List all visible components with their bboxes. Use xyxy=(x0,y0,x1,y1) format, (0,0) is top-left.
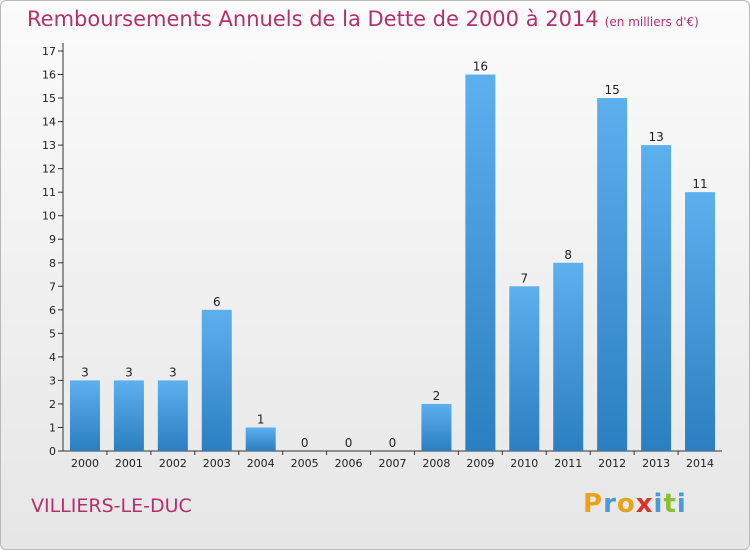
y-tick-label: 3 xyxy=(49,374,56,387)
x-tick-label: 2011 xyxy=(554,457,582,470)
value-label: 6 xyxy=(213,295,221,309)
value-label: 3 xyxy=(169,365,177,379)
y-tick-label: 15 xyxy=(42,92,56,105)
x-tick-label: 2002 xyxy=(159,457,187,470)
bar xyxy=(553,262,584,451)
x-tick-label: 2010 xyxy=(510,457,538,470)
logo-letter: P xyxy=(583,489,604,519)
y-tick-label: 9 xyxy=(49,233,56,246)
value-label: 3 xyxy=(81,365,89,379)
y-tick-label: 11 xyxy=(42,186,56,199)
x-tick-label: 2000 xyxy=(71,457,99,470)
y-tick-label: 14 xyxy=(42,116,56,129)
x-tick-label: 2003 xyxy=(203,457,231,470)
x-tick-label: 2001 xyxy=(115,457,143,470)
x-tick-label: 2004 xyxy=(247,457,275,470)
y-tick-label: 12 xyxy=(42,163,56,176)
value-label: 7 xyxy=(520,271,528,285)
x-tick-label: 2005 xyxy=(291,457,319,470)
x-tick-label: 2012 xyxy=(598,457,626,470)
x-tick-label: 2007 xyxy=(379,457,407,470)
value-label: 13 xyxy=(648,130,663,144)
chart-title-text: Remboursements Annuels de la Dette de 20… xyxy=(27,7,599,31)
y-tick-label: 0 xyxy=(49,445,56,458)
logo-letter: i xyxy=(653,489,664,519)
y-tick-label: 5 xyxy=(49,327,56,340)
value-label: 1 xyxy=(257,412,265,426)
y-tick-label: 4 xyxy=(49,351,56,364)
x-tick-label: 2008 xyxy=(422,457,450,470)
bar xyxy=(685,192,716,452)
value-label: 11 xyxy=(692,177,707,191)
logo-letter: r xyxy=(603,489,617,519)
value-label: 2 xyxy=(433,389,441,403)
chart-title: Remboursements Annuels de la Dette de 20… xyxy=(27,7,699,31)
x-tick-label: 2006 xyxy=(335,457,363,470)
y-tick-label: 1 xyxy=(49,421,56,434)
bar xyxy=(113,380,144,451)
logo-letter: i xyxy=(676,489,687,519)
y-tick-label: 2 xyxy=(49,398,56,411)
x-tick-label: 2009 xyxy=(466,457,494,470)
value-label: 15 xyxy=(605,83,620,97)
bars xyxy=(69,74,716,452)
value-label: 0 xyxy=(301,436,309,450)
y-tick-label: 7 xyxy=(49,280,56,293)
value-label: 0 xyxy=(345,436,353,450)
x-axis-ticks: 2000 2001 2002 2003 2004 2005 2006 2007 2008 2009… xyxy=(71,451,714,470)
commune-name: VILLIERS-LE-DUC xyxy=(31,495,192,517)
bar xyxy=(201,309,232,451)
y-tick-label: 17 xyxy=(42,45,56,58)
logo-letter: x xyxy=(635,489,654,519)
bar xyxy=(509,286,540,451)
y-tick-label: 6 xyxy=(49,304,56,317)
x-tick-label: 2013 xyxy=(642,457,670,470)
y-tick-label: 13 xyxy=(42,139,56,152)
value-label: 0 xyxy=(389,436,397,450)
value-label: 8 xyxy=(564,248,572,262)
y-tick-label: 16 xyxy=(42,69,56,82)
y-tick-label: 8 xyxy=(49,257,56,270)
x-tick-label: 2014 xyxy=(686,457,714,470)
bar xyxy=(245,427,276,451)
bar xyxy=(69,380,100,451)
bar xyxy=(157,380,188,451)
proxiti-logo[interactable]: Proxiti xyxy=(583,489,687,519)
logo-letter: t xyxy=(663,489,677,519)
bar xyxy=(465,74,496,451)
value-label: 16 xyxy=(473,60,488,74)
value-labels: 3 3 3 6 1 0 0 0 2 16 7 8 15 13 11 xyxy=(81,60,708,450)
bar xyxy=(641,145,672,451)
logo-letter: o xyxy=(616,489,636,519)
chart-unit: (en milliers d'€) xyxy=(604,15,699,29)
value-label: 3 xyxy=(125,365,133,379)
bar xyxy=(597,98,628,451)
bar xyxy=(421,403,452,451)
y-tick-label: 10 xyxy=(42,210,56,223)
